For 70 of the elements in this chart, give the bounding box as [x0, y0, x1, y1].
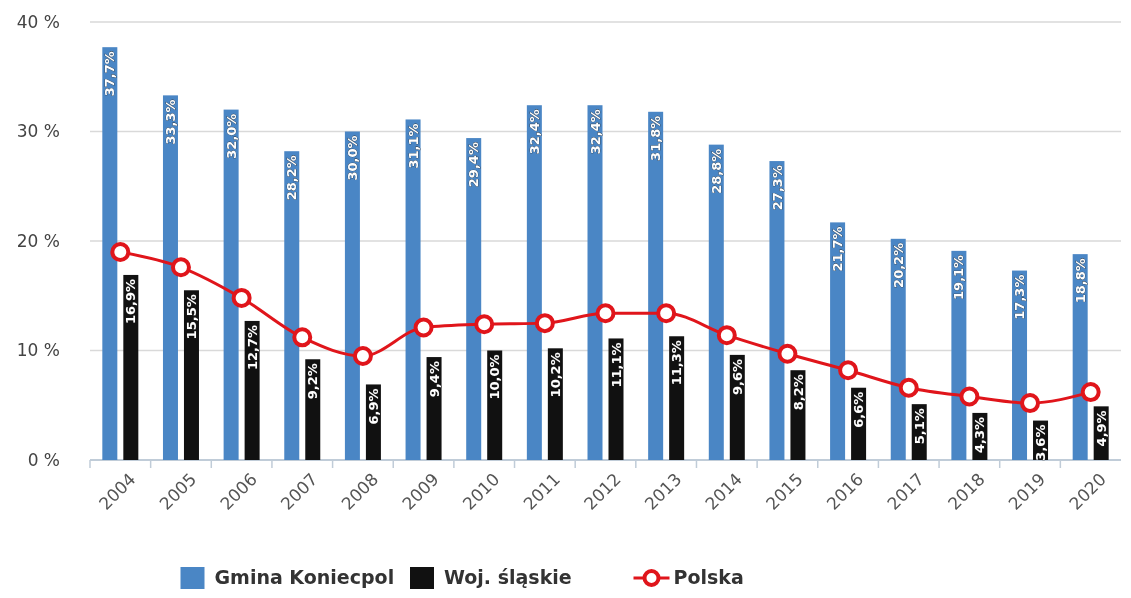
data-label: 11,1%	[608, 342, 624, 388]
y-tick-label: 10 %	[16, 340, 60, 361]
point	[898, 377, 919, 398]
data-label: 9,2%	[305, 363, 321, 400]
y-tick-label: 40 %	[16, 11, 60, 32]
data-label: 16,9%	[123, 278, 139, 325]
point	[352, 345, 373, 366]
point	[474, 314, 495, 335]
data-label: 32,4%	[526, 109, 542, 155]
point	[656, 303, 677, 324]
bar	[284, 151, 300, 460]
y-tick-label: 20 %	[16, 230, 60, 251]
data-label: 9,6%	[729, 358, 745, 395]
point	[1020, 393, 1041, 414]
data-label: 32,0%	[223, 113, 239, 159]
legend-label: Gmina Koniecpol	[214, 566, 395, 588]
data-label: 3,6%	[1033, 424, 1049, 461]
point	[292, 327, 313, 348]
data-label: 37,7%	[102, 51, 118, 97]
data-label: 11,3%	[669, 340, 685, 386]
data-label: 27,3%	[769, 165, 785, 211]
point	[170, 257, 191, 278]
data-label: 4,3%	[972, 416, 988, 453]
data-label: 6,6%	[851, 391, 867, 428]
data-label: 31,1%	[405, 123, 421, 169]
point	[413, 317, 434, 338]
y-tick-label: 30 %	[16, 121, 60, 142]
data-label: 28,8%	[708, 148, 724, 194]
data-label: 4,9%	[1093, 410, 1109, 447]
point	[716, 325, 737, 346]
point	[231, 287, 252, 308]
point	[777, 343, 798, 364]
data-label: 30,0%	[344, 135, 360, 181]
y-tick-label: 0 %	[27, 449, 60, 470]
data-label: 9,4%	[426, 361, 442, 398]
bar	[587, 105, 603, 460]
data-label: 8,2%	[790, 374, 806, 411]
data-label: 6,9%	[365, 388, 381, 425]
data-label: 15,5%	[184, 294, 200, 340]
point	[595, 303, 616, 324]
point	[959, 386, 980, 407]
data-label: 28,2%	[284, 155, 300, 201]
point	[110, 241, 131, 262]
data-label: 5,1%	[911, 408, 927, 445]
data-label: 29,4%	[466, 142, 482, 188]
data-label: 33,3%	[163, 99, 179, 145]
data-label: 21,7%	[830, 226, 846, 272]
data-label: 20,2%	[890, 242, 906, 288]
bar	[648, 111, 664, 460]
point	[838, 360, 859, 381]
legend-label: Woj. śląskie	[444, 566, 572, 588]
bar	[526, 105, 542, 460]
bar	[344, 131, 360, 460]
point	[534, 313, 555, 334]
legend-label: Polska	[673, 566, 744, 588]
data-label: 19,1%	[951, 254, 967, 300]
bar	[466, 138, 482, 460]
bar	[769, 161, 785, 460]
data-label: 10,0%	[487, 354, 503, 400]
bar	[405, 119, 421, 460]
bar	[223, 109, 239, 460]
data-label: 31,8%	[648, 115, 664, 161]
data-label: 32,4%	[587, 109, 603, 155]
data-label: 10,2%	[547, 352, 563, 398]
point	[1080, 382, 1101, 403]
data-label: 18,8%	[1072, 258, 1088, 304]
data-label: 17,3%	[1012, 274, 1028, 320]
bar	[102, 47, 118, 460]
data-label: 12,7%	[244, 324, 260, 371]
bar	[162, 95, 178, 460]
